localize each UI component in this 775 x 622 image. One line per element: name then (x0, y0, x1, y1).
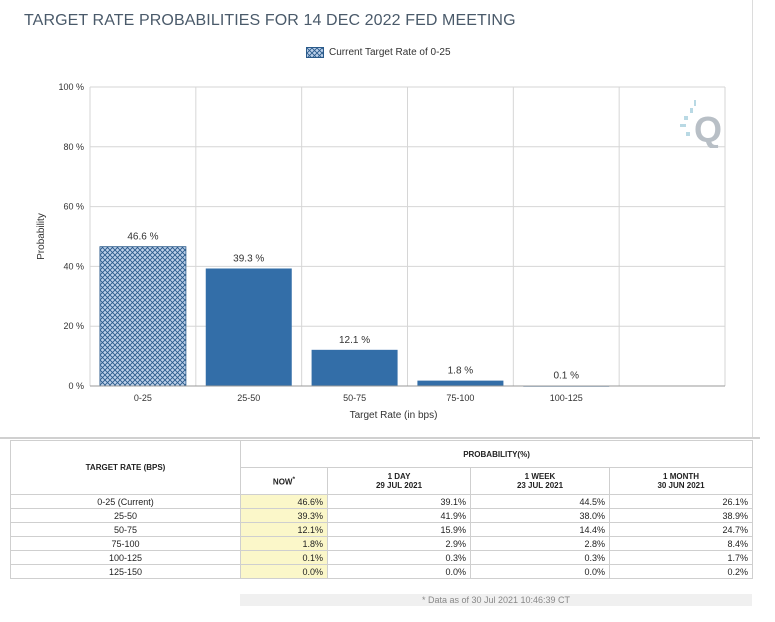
y-tick-label: 0 % (68, 381, 84, 391)
bar-75-100[interactable] (417, 380, 504, 386)
rate-cell: 100-125 (10, 550, 241, 565)
table-row: 125-150 0.0% 0.0% 0.0% 0.2% (10, 564, 754, 579)
column-header-date: 30 JUN 2021 (657, 481, 705, 490)
y-tick-label: 20 % (63, 321, 84, 331)
column-header-label: 1 MONTH (663, 472, 700, 481)
probability-cell: 38.9% (608, 508, 754, 523)
probability-cell: 38.0% (470, 508, 610, 523)
chart-legend[interactable]: Current Target Rate of 0-25 (306, 47, 451, 58)
probability-cell: 0.0% (470, 564, 610, 579)
probability-table: TARGET RATE (BPS) PROBABILITY(%) NOW* 1 D… (10, 440, 754, 579)
table-row: 25-50 39.3% 41.9% 38.0% 38.9% (10, 508, 754, 523)
probability-cell: 41.9% (327, 508, 471, 523)
bar-value-label: 1.8 % (448, 366, 474, 377)
probability-cell: 2.9% (327, 536, 471, 551)
table-row: 100-125 0.1% 0.3% 0.3% 1.7% (10, 550, 754, 565)
x-tick-label: 50-75 (343, 393, 366, 403)
column-header-0[interactable]: NOW* (240, 467, 328, 495)
column-header-date: 29 JUL 2021 (375, 481, 423, 490)
column-header-1[interactable]: 1 DAY 29 JUL 2021 (327, 467, 471, 495)
x-tick-label: 100-125 (550, 393, 583, 403)
y-axis-label: Probability (36, 213, 47, 260)
bar-0-25[interactable] (99, 246, 187, 387)
probability-cell: 26.1% (608, 494, 754, 509)
bars (99, 246, 610, 387)
probability-cell: 0.2% (608, 564, 754, 579)
page-title: TARGET RATE PROBABILITIES FOR 14 DEC 202… (24, 12, 516, 29)
probability-cell: 0.3% (327, 550, 471, 565)
bar-25-50[interactable] (205, 268, 292, 386)
bar-value-label: 46.6 % (127, 232, 158, 243)
probability-cell: 2.8% (470, 536, 610, 551)
column-header-label: NOW (272, 477, 293, 487)
column-header-label: 1 DAY (387, 472, 411, 481)
bar-value-label: 0.1 % (553, 371, 579, 382)
rate-cell: 125-150 (10, 564, 241, 579)
column-header-footnote-mark: * (292, 475, 296, 483)
table-row: 50-75 12.1% 15.9% 14.4% 24.7% (10, 522, 754, 537)
bar-value-label: 39.3 % (233, 253, 264, 264)
bar-chart: 0 % 20 % 40 % 60 % 80 % 100 % 46.6 % 0-25 39.3 %… (36, 82, 726, 421)
probability-header: PROBABILITY(%) (239, 440, 754, 468)
target-rate-header[interactable]: TARGET RATE (BPS) (10, 440, 241, 495)
section-divider (0, 437, 760, 439)
x-axis-label: Target Rate (in bps) (350, 410, 438, 421)
legend-swatch (306, 47, 324, 58)
probability-cell: 15.9% (327, 522, 471, 537)
column-header-label: 1 WEEK (524, 472, 556, 481)
panel-border (752, 0, 753, 438)
probability-cell: 8.4% (608, 536, 754, 551)
probability-cell: 1.7% (608, 550, 754, 565)
table-row: 0-25 (Current) 46.6% 39.1% 44.5% 26.1% (10, 494, 754, 509)
bar-50-75[interactable] (311, 349, 398, 386)
now-probability-cell: 0.1% (240, 550, 328, 565)
legend-label: Current Target Rate of 0-25 (329, 47, 451, 58)
table-row: 75-100 1.8% 2.9% 2.8% 8.4% (10, 536, 754, 551)
data-timestamp-footnote: * Data as of 30 Jul 2021 10:46:39 CT (240, 594, 752, 606)
rate-cell: 50-75 (10, 522, 241, 537)
probability-cell: 24.7% (608, 522, 754, 537)
rate-cell: 75-100 (10, 536, 241, 551)
probability-cell: 0.3% (470, 550, 610, 565)
column-header-date: 23 JUL 2021 (516, 481, 564, 490)
rate-cell: 25-50 (10, 508, 241, 523)
now-probability-cell: 0.0% (240, 564, 328, 579)
x-tick-label: 75-100 (446, 393, 474, 403)
x-tick-label: 25-50 (237, 393, 260, 403)
x-tick-label: 0-25 (134, 393, 152, 403)
now-probability-cell: 12.1% (240, 522, 328, 537)
probability-cell: 44.5% (470, 494, 610, 509)
chart-labels: 0 % 20 % 40 % 60 % 80 % 100 % 46.6 % 0-25 39.3 %… (36, 82, 583, 421)
y-tick-label: 80 % (63, 142, 84, 152)
probability-cell: 39.1% (327, 494, 471, 509)
bar-value-label: 12.1 % (339, 335, 370, 346)
watermark-letter: Q (694, 109, 722, 148)
q-logo-icon: Q (676, 96, 724, 153)
now-probability-cell: 39.3% (240, 508, 328, 523)
y-tick-label: 40 % (63, 261, 84, 271)
column-header-3[interactable]: 1 MONTH 30 JUN 2021 (608, 467, 754, 495)
rate-cell: 0-25 (Current) (10, 494, 241, 509)
column-header-2[interactable]: 1 WEEK 23 JUL 2021 (470, 467, 610, 495)
now-probability-cell: 1.8% (240, 536, 328, 551)
y-tick-label: 60 % (63, 202, 84, 212)
probability-cell: 14.4% (470, 522, 610, 537)
now-probability-cell: 46.6% (240, 494, 328, 509)
y-tick-label: 100 % (58, 82, 84, 92)
probability-cell: 0.0% (327, 564, 471, 579)
